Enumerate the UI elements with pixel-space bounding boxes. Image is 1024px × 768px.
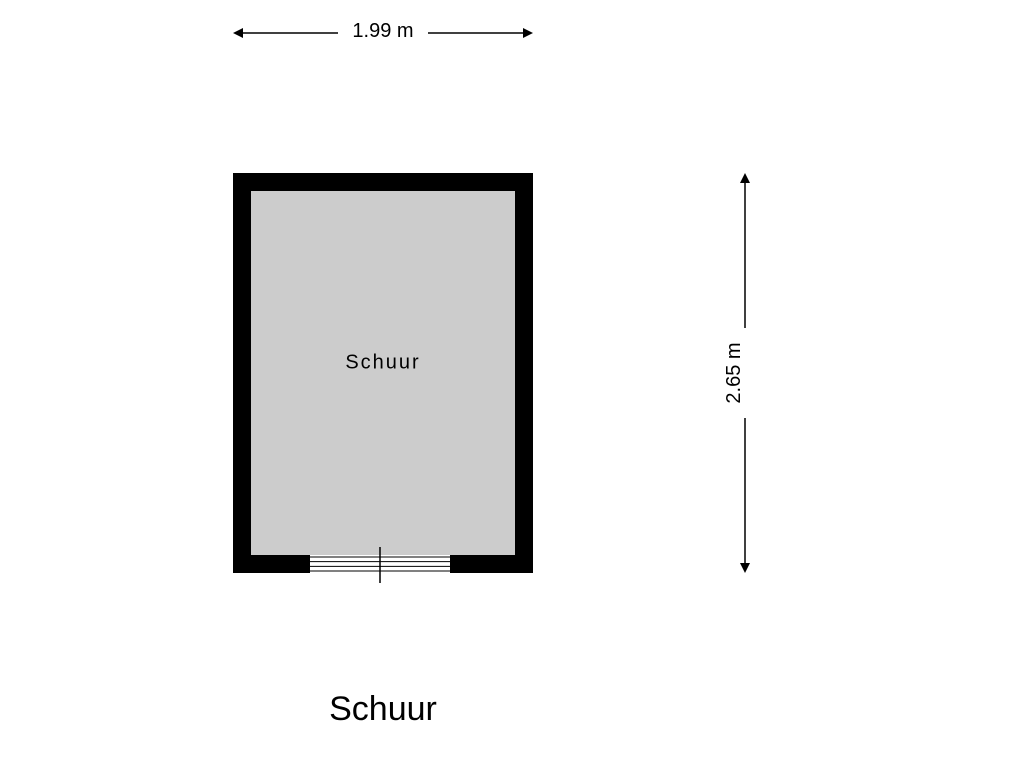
dim-h-label: 1.99 m <box>352 20 413 42</box>
room-label: Schuur <box>345 351 420 373</box>
dim-v-label: 2.65 m <box>723 342 745 403</box>
plan-title: Schuur <box>329 690 437 728</box>
